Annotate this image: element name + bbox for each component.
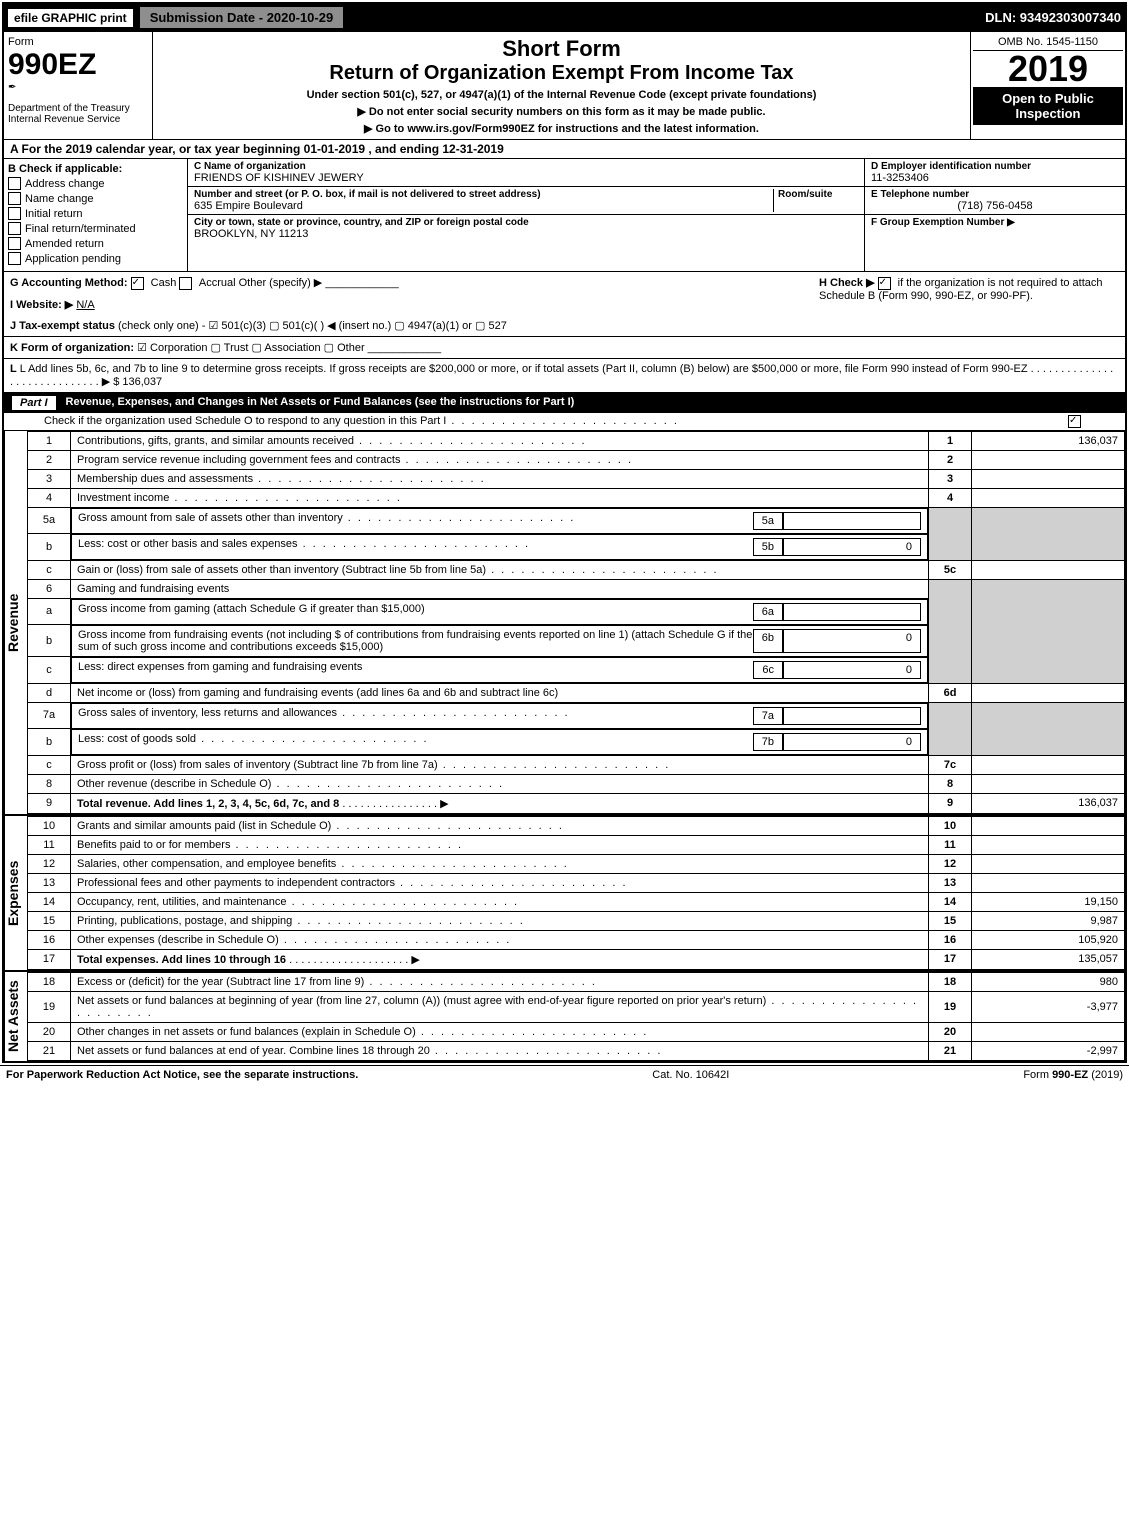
chk-pending[interactable]: Application pending [8,252,183,265]
chk-initial[interactable]: Initial return [8,207,183,220]
netassets-section: Net Assets 18Excess or (deficit) for the… [4,970,1125,1061]
label-i: I Website: ▶ [10,299,73,311]
netassets-label: Net Assets [4,972,27,1061]
sub3: ▶ Go to www.irs.gov/Form990EZ for instru… [157,122,966,135]
open-inspection: Open to Public Inspection [973,87,1123,125]
footer-left: For Paperwork Reduction Act Notice, see … [6,1069,358,1081]
box-def: D Employer identification number 11-3253… [864,159,1125,271]
sub1: Under section 501(c), 527, or 4947(a)(1)… [157,89,966,101]
expenses-label: Expenses [4,816,27,970]
dept: Department of the Treasury [8,103,148,114]
chk-amended[interactable]: Amended return [8,237,183,250]
cash-label: Cash [151,277,177,289]
phone: (718) 756-0458 [871,200,1119,212]
box-b-label: B Check if applicable: [8,163,183,175]
label-e: E Telephone number [871,189,1119,200]
form-990ez: efile GRAPHIC print Submission Date - 20… [2,2,1127,1063]
org-address: 635 Empire Boulevard [194,200,773,212]
footer-mid: Cat. No. 10642I [358,1069,1023,1081]
chk-h[interactable] [878,277,891,290]
revenue-section: Revenue 1Contributions, gifts, grants, a… [4,431,1125,814]
efile-button[interactable]: efile GRAPHIC print [8,9,133,27]
tax-year: 2019 [973,51,1123,87]
info-block: B Check if applicable: Address change Na… [4,159,1125,272]
footer-right: Form 990-EZ (2019) [1023,1069,1123,1081]
room-label: Room/suite [773,189,858,212]
label-f: F Group Exemption Number ▶ [871,217,1119,228]
part1-title: Revenue, Expenses, and Changes in Net As… [66,396,412,408]
chk-part1[interactable] [1068,415,1081,428]
revenue-label: Revenue [4,431,27,814]
chk-address[interactable]: Address change [8,177,183,190]
line-h: H Check ▶ if the organization is not req… [819,276,1119,332]
form-title: Return of Organization Exempt From Incom… [157,62,966,85]
part1-check: Check if the organization used Schedule … [4,413,1125,431]
header-center: Short Form Return of Organization Exempt… [153,32,970,139]
chk-cash[interactable] [131,277,144,290]
chk-name[interactable]: Name change [8,192,183,205]
city-label: City or town, state or province, country… [194,217,858,228]
j-text: (check only one) - ☑ 501(c)(3) ▢ 501(c)(… [118,320,507,332]
dln: DLN: 93492303007340 [985,10,1121,25]
header-left: Form 990EZ ✒ Department of the Treasury … [4,32,153,139]
other-label: Other (specify) ▶ [239,277,323,289]
section-ghij: G Accounting Method: Cash Accrual Other … [4,272,1125,337]
part1-header: Part I Revenue, Expenses, and Changes in… [4,393,1125,413]
chk-accrual[interactable] [179,277,192,290]
form-number: 990EZ [8,48,148,82]
label-j: J Tax-exempt status [10,320,115,332]
line-l: L L Add lines 5b, 6c, and 7b to line 9 t… [4,359,1125,393]
short-form-title: Short Form [157,36,966,62]
top-bar: efile GRAPHIC print Submission Date - 20… [4,4,1125,32]
part1-sub: (see the instructions for Part I) [415,396,575,408]
org-name: FRIENDS OF KISHINEV JEWERY [194,172,858,184]
box-b: B Check if applicable: Address change Na… [4,159,188,271]
line-a: A For the 2019 calendar year, or tax yea… [4,140,1125,159]
website: N/A [76,299,94,311]
label-h: H Check ▶ [819,277,875,289]
accrual-label: Accrual [199,277,236,289]
chk-final[interactable]: Final return/terminated [8,222,183,235]
addr-label: Number and street (or P. O. box, if mail… [194,189,773,200]
submission-date: Submission Date - 2020-10-29 [139,6,345,29]
label-c: C Name of organization [194,161,858,172]
irs: Internal Revenue Service [8,114,148,125]
ein: 11-3253406 [871,172,1119,184]
part1-num: Part I [12,396,56,410]
expenses-section: Expenses 10Grants and similar amounts pa… [4,814,1125,970]
sub2: ▶ Do not enter social security numbers o… [157,105,966,118]
label-g: G Accounting Method: [10,277,128,289]
label-d: D Employer identification number [871,161,1119,172]
org-city: BROOKLYN, NY 11213 [194,228,858,240]
header-right: OMB No. 1545-1150 2019 Open to Public In… [970,32,1125,139]
line-k: K Form of organization: ☑ Corporation ▢ … [4,337,1125,359]
header: Form 990EZ ✒ Department of the Treasury … [4,32,1125,140]
box-c: C Name of organization FRIENDS OF KISHIN… [188,159,864,271]
footer: For Paperwork Reduction Act Notice, see … [0,1065,1129,1084]
form-word: Form [8,36,148,48]
